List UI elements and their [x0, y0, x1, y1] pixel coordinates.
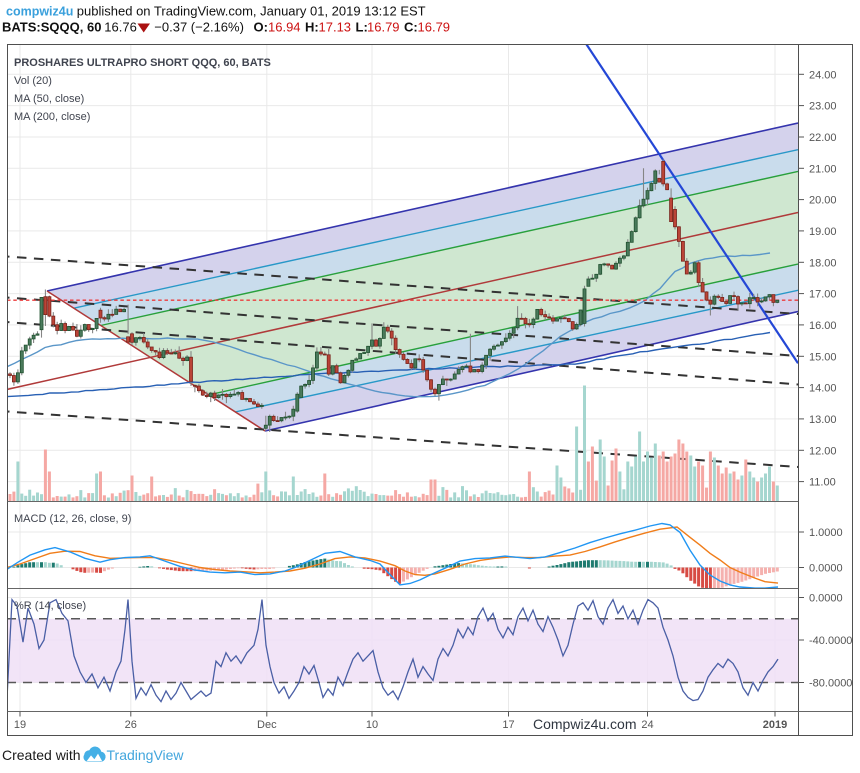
svg-text:20.00: 20.00 — [809, 195, 837, 207]
svg-text:H:: H: — [305, 20, 319, 35]
svg-text:%R (14, close): %R (14, close) — [14, 600, 86, 612]
svg-text:C:: C: — [404, 20, 418, 35]
svg-text:16.00: 16.00 — [809, 320, 837, 332]
svg-text:13.00: 13.00 — [809, 414, 837, 426]
svg-text:Vol (20): Vol (20) — [14, 75, 52, 87]
svg-text:0.0000: 0.0000 — [809, 593, 843, 605]
svg-text:11.00: 11.00 — [809, 477, 836, 489]
svg-text:Created with: Created with — [2, 747, 81, 763]
svg-text:Compwiz4u.com: Compwiz4u.com — [533, 716, 636, 732]
svg-text:16.76: 16.76 — [104, 20, 137, 35]
svg-text:MA (50, close): MA (50, close) — [14, 93, 84, 105]
svg-text:-80.0000: -80.0000 — [809, 678, 852, 690]
svg-text:16.94: 16.94 — [268, 20, 301, 35]
svg-text:TradingView: TradingView — [107, 747, 185, 763]
svg-text:19.00: 19.00 — [809, 226, 837, 238]
svg-text:17: 17 — [502, 719, 514, 731]
svg-text:BATS:SQQQ, 60: BATS:SQQQ, 60 — [2, 20, 101, 35]
svg-text:26: 26 — [125, 719, 137, 731]
svg-text:16.79: 16.79 — [418, 20, 451, 35]
svg-text:PROSHARES ULTRAPRO SHORT QQQ,: PROSHARES ULTRAPRO SHORT QQQ, 60, BATS — [14, 57, 271, 69]
svg-text:-40.0000: -40.0000 — [809, 635, 852, 647]
svg-text:24.00: 24.00 — [809, 69, 837, 81]
svg-text:17.13: 17.13 — [319, 20, 352, 35]
svg-text:10: 10 — [366, 719, 378, 731]
svg-text:19: 19 — [14, 719, 26, 731]
svg-text:24: 24 — [641, 719, 653, 731]
svg-text:22.00: 22.00 — [809, 132, 837, 144]
svg-text:MA (200, close): MA (200, close) — [14, 111, 90, 123]
svg-text:1.0000: 1.0000 — [809, 527, 843, 539]
svg-text:−0.37 (−2.16%): −0.37 (−2.16%) — [154, 20, 244, 35]
svg-text:MACD (12, 26, close, 9): MACD (12, 26, close, 9) — [14, 513, 131, 525]
svg-text:16.79: 16.79 — [367, 20, 400, 35]
svg-text:23.00: 23.00 — [809, 101, 837, 113]
svg-text:published on TradingView.com,: published on TradingView.com, January 01… — [77, 4, 426, 19]
svg-text:2019: 2019 — [763, 719, 787, 731]
svg-text:0.0000: 0.0000 — [809, 563, 843, 575]
svg-text:O:: O: — [254, 20, 268, 35]
svg-text:Dec: Dec — [257, 719, 277, 731]
svg-text:12.00: 12.00 — [809, 445, 837, 457]
svg-text:15.00: 15.00 — [809, 351, 837, 363]
svg-text:18.00: 18.00 — [809, 257, 837, 269]
svg-text:21.00: 21.00 — [809, 163, 837, 175]
svg-text:17.00: 17.00 — [809, 289, 837, 301]
svg-text:L:: L: — [356, 20, 368, 35]
svg-text:compwiz4u: compwiz4u — [6, 5, 73, 19]
svg-text:14.00: 14.00 — [809, 383, 837, 395]
